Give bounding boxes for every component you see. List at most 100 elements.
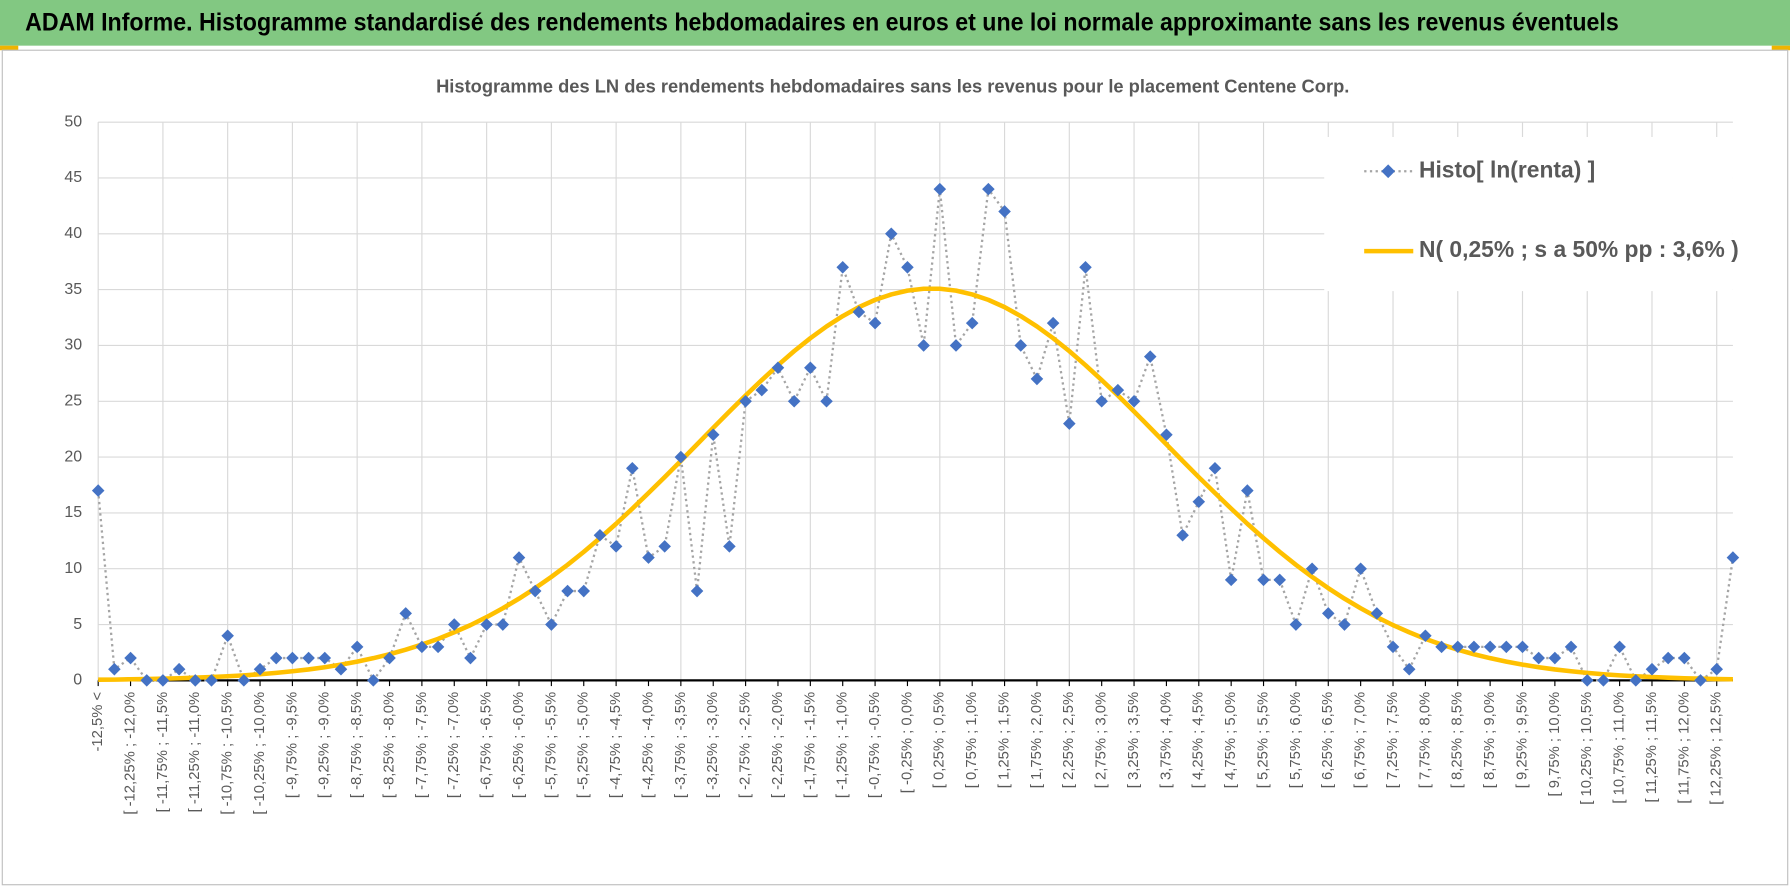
- data-point: [302, 651, 315, 665]
- data-point: [447, 618, 461, 631]
- x-tick-label: [ -3,25% ; -3,0%: [705, 692, 721, 798]
- x-tick-label: [ -10,25% ; -10,0%: [252, 692, 268, 815]
- y-tick-label: 5: [73, 616, 82, 633]
- data-point: [1127, 394, 1141, 408]
- y-tick-label: 40: [64, 225, 82, 242]
- x-tick-label: [ -0,25% ; 0,0%: [899, 692, 915, 793]
- x-tick-label: [ -5,75% ; -5,5%: [543, 692, 559, 798]
- data-point: [674, 450, 688, 464]
- data-point: [318, 651, 332, 665]
- data-point: [545, 618, 558, 631]
- data-point: [269, 651, 283, 665]
- data-point: [1467, 640, 1481, 654]
- header-bar: [0, 0, 1790, 46]
- data-point: [593, 528, 607, 542]
- x-tick-label: -12,5% <: [90, 692, 106, 752]
- x-tick-label: [ 11,25% ; 11,5%: [1644, 692, 1660, 803]
- x-tick-label: [ -4,75% ; -4,5%: [608, 692, 624, 798]
- data-point: [1661, 651, 1675, 665]
- data-point: [512, 551, 526, 564]
- data-point: [609, 540, 623, 553]
- data-point: [91, 484, 105, 497]
- data-point: [626, 461, 639, 475]
- x-tick-label: [ -9,25% ; -9,0%: [317, 692, 333, 798]
- x-tick-label: [ 8,75% ; 9,0%: [1482, 692, 1498, 788]
- data-point: [884, 227, 898, 241]
- chart-title: Histogramme des LN des rendements hebdom…: [436, 76, 1349, 97]
- y-tick-label: 50: [64, 113, 82, 130]
- x-tick-label: [ 4,75% ; 5,0%: [1223, 692, 1239, 788]
- x-tick-label: [ -2,75% ; -2,5%: [738, 692, 754, 798]
- data-point: [771, 361, 785, 375]
- data-point: [852, 305, 866, 319]
- y-tick-label: 10: [64, 560, 82, 577]
- legend-label: N( 0,25% ; s a 50% pp : 3,6% ): [1419, 236, 1739, 262]
- y-tick-label: 15: [64, 504, 82, 521]
- x-tick-label: [ 7,75% ; 8,0%: [1417, 692, 1433, 788]
- data-point: [464, 651, 477, 665]
- x-tick-label: [ -3,75% ; -3,5%: [673, 692, 689, 798]
- x-tick-label: [ -5,25% ; -5,0%: [576, 692, 592, 798]
- y-tick-label: 0: [73, 672, 82, 689]
- data-point: [1564, 640, 1578, 654]
- data-point: [1224, 573, 1238, 587]
- x-tick-label: [ 2,75% ; 3,0%: [1094, 692, 1110, 788]
- header-title: ADAM Informe. Histogramme standardisé de…: [25, 9, 1619, 37]
- data-point: [480, 618, 493, 631]
- x-tick-label: [ -9,75% ; -9,5%: [284, 692, 300, 798]
- x-tick-label: [ 9,25% ; 9,5%: [1514, 692, 1530, 788]
- header-tab: [0, 45, 19, 51]
- data-point: [1208, 461, 1222, 475]
- y-tick-label: 20: [64, 448, 82, 465]
- legend-box: [1324, 136, 1733, 292]
- y-tick-label: 30: [64, 337, 82, 354]
- x-tick-label: [ -12,25% ; -12,0%: [122, 692, 138, 815]
- data-point: [1273, 573, 1286, 587]
- x-tick-label: [ 11,75% ; 12,0%: [1676, 692, 1692, 804]
- data-point: [1402, 662, 1416, 676]
- x-tick-label: [ 2,25% ; 2,5%: [1061, 692, 1077, 788]
- x-tick-label: [ 12,25% ; 12,5%: [1709, 692, 1725, 805]
- data-point: [1176, 528, 1189, 542]
- data-point: [496, 618, 510, 631]
- data-point: [1386, 640, 1400, 654]
- data-point: [917, 339, 930, 352]
- y-tick-label: 35: [64, 281, 82, 298]
- data-point: [739, 394, 752, 408]
- x-tick-label: [ 3,25% ; 3,5%: [1126, 692, 1142, 788]
- x-tick-label: [ 9,75% ; 10,0%: [1547, 692, 1563, 797]
- data-point: [804, 361, 817, 375]
- data-point: [1354, 562, 1367, 576]
- header-tab: [1771, 45, 1790, 51]
- x-tick-label: [ 1,25% ; 1,5%: [996, 692, 1012, 788]
- data-point: [415, 640, 429, 654]
- data-point: [1726, 551, 1740, 564]
- data-point: [334, 662, 348, 676]
- x-tick-label: [ -4,25% ; -4,0%: [640, 692, 656, 798]
- data-point: [901, 261, 914, 274]
- data-point: [1241, 484, 1254, 497]
- x-tick-label: [ -8,75% ; -8,5%: [349, 692, 365, 798]
- data-point: [350, 640, 364, 654]
- data-point: [949, 339, 963, 352]
- data-point: [1014, 339, 1028, 352]
- data-point: [658, 540, 671, 553]
- data-point: [431, 640, 445, 654]
- data-point: [642, 551, 655, 564]
- data-point: [787, 394, 801, 408]
- x-tick-label: [ 10,25% ; 10,5%: [1579, 692, 1595, 805]
- x-tick-label: [ 5,75% ; 6,0%: [1288, 692, 1304, 788]
- x-tick-label: [ -7,25% ; -7,0%: [446, 692, 462, 798]
- data-point: [1063, 417, 1076, 430]
- x-tick-label: [ -1,25% ; -1,0%: [835, 692, 851, 798]
- x-tick-label: [ 0,75% ; 1,0%: [964, 692, 980, 788]
- x-tick-label: [ 6,75% ; 7,0%: [1353, 692, 1369, 788]
- data-point: [221, 629, 234, 642]
- data-point: [108, 662, 121, 676]
- x-tick-label: [ -6,25% ; -6,0%: [511, 692, 527, 798]
- data-point: [1500, 640, 1513, 654]
- data-point: [1645, 662, 1659, 676]
- y-tick-label: 45: [64, 169, 82, 186]
